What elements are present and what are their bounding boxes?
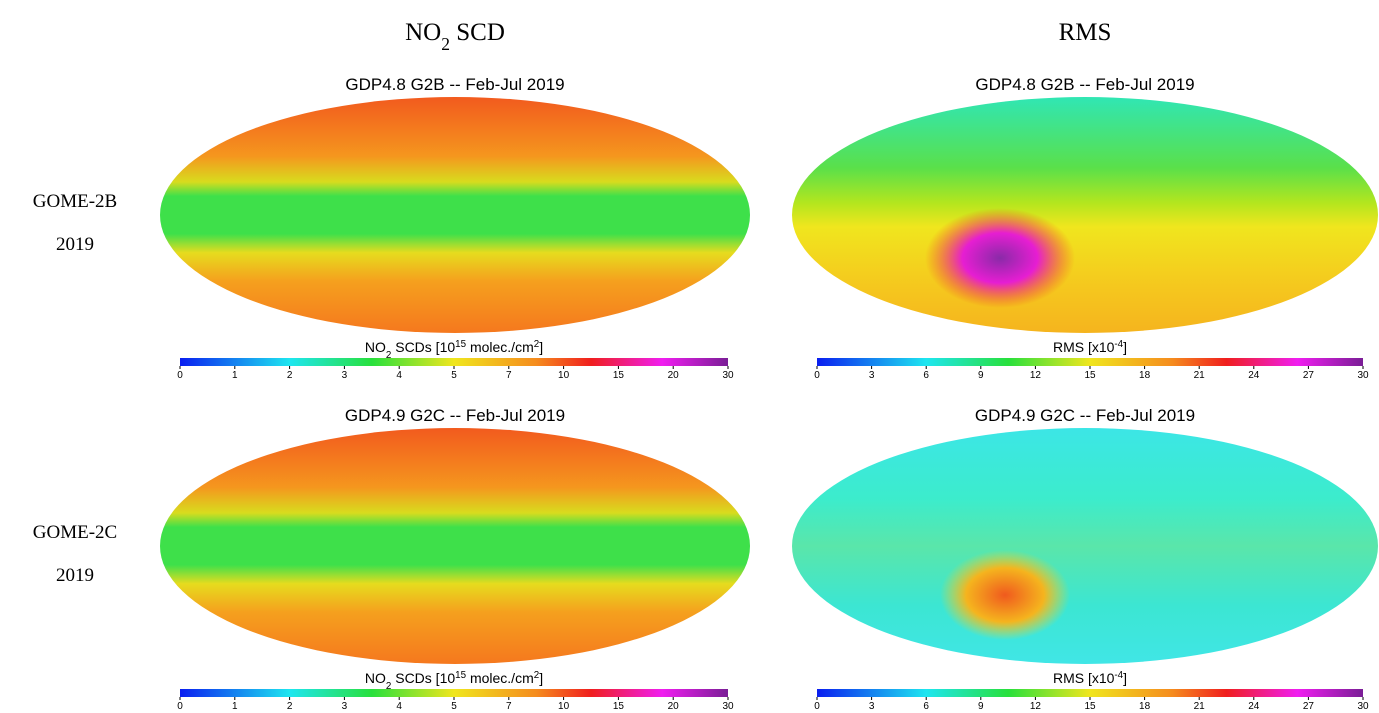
figure: NO2 SCDRMSGOME-2B2019GOME-2C2019GDP4.8 G…: [0, 0, 1379, 713]
colorbar-tick-label: 30: [1357, 701, 1369, 712]
colorbar-tick-label: 3: [869, 370, 875, 381]
colorbar-tick-label: 21: [1194, 701, 1206, 712]
colorbar-tick-label: 9: [978, 701, 984, 712]
row-year: 2019: [56, 565, 94, 586]
colorbar-tick-label: 15: [1084, 701, 1096, 712]
text-part: SCDs [10: [391, 670, 455, 686]
panel-title: GDP4.8 G2B -- Feb-Jul 2019: [975, 75, 1194, 94]
colorbar-tick-label: 5: [451, 370, 457, 381]
colorbar-tick-label: 1: [232, 701, 238, 712]
colorbar-tick-label: 24: [1248, 701, 1260, 712]
colorbar-tick-label: 3: [342, 370, 348, 381]
text-part: SCD: [450, 19, 505, 46]
colorbar-label: RMS [x10-4]: [1053, 339, 1127, 356]
colorbar-tick-label: 20: [668, 701, 680, 712]
column-title: NO2 SCD: [405, 19, 505, 54]
colorbar-tick-label: 5: [451, 701, 457, 712]
colorbar-tick-label: 4: [396, 701, 402, 712]
text-part: ]: [1123, 339, 1127, 355]
map-feature: [940, 550, 1070, 640]
text-part: molec./cm: [466, 339, 534, 355]
colorbar-tick-label: 4: [396, 370, 402, 381]
panel-title: GDP4.8 G2B -- Feb-Jul 2019: [345, 75, 564, 94]
row-year: 2019: [56, 234, 94, 255]
colorbar-tick-label: 6: [923, 370, 929, 381]
text-part: 15: [455, 670, 466, 681]
colorbar-tick-label: 21: [1194, 370, 1206, 381]
colorbar-tick-label: 30: [1357, 370, 1369, 381]
text-part: ]: [1123, 670, 1127, 686]
map: [160, 97, 750, 333]
colorbar-tick-label: 24: [1248, 370, 1260, 381]
text-part: 15: [455, 339, 466, 350]
colorbar-tick-label: 15: [1084, 370, 1096, 381]
colorbar-tick-label: 27: [1303, 370, 1315, 381]
panel-title: GDP4.9 G2C -- Feb-Jul 2019: [975, 406, 1195, 425]
colorbar-tick-label: 30: [722, 370, 734, 381]
colorbar-tick-label: 10: [558, 370, 570, 381]
colorbar-tick-label: 12: [1030, 370, 1042, 381]
text-part: NO: [365, 670, 386, 686]
colorbar-tick-label: 20: [668, 370, 680, 381]
colorbar-tick-label: 9: [978, 370, 984, 381]
row-label: GOME-2C: [33, 522, 117, 543]
text-part: NO: [365, 339, 386, 355]
colorbar: [817, 358, 1363, 366]
column-title: RMS: [1059, 19, 1112, 46]
colorbar-tick-label: 0: [814, 370, 820, 381]
panel-title: GDP4.9 G2C -- Feb-Jul 2019: [345, 406, 565, 425]
colorbar-tick-label: 0: [814, 701, 820, 712]
text-part: RMS [x10: [1053, 339, 1115, 355]
text-part: molec./cm: [466, 670, 534, 686]
colorbar: [180, 358, 728, 366]
colorbar-tick-label: 3: [342, 701, 348, 712]
colorbar-tick-label: 2: [287, 701, 293, 712]
colorbar-tick-label: 6: [923, 701, 929, 712]
colorbar: [180, 689, 728, 697]
colorbar-tick-label: 18: [1139, 370, 1151, 381]
colorbar-tick-label: 0: [177, 701, 183, 712]
colorbar-tick-label: 30: [722, 701, 734, 712]
text-part: 2: [441, 34, 450, 54]
colorbar-tick-label: 0: [177, 370, 183, 381]
text-part: RMS [x10: [1053, 670, 1115, 686]
colorbar-label: NO2 SCDs [1015 molec./cm2]: [365, 670, 543, 692]
colorbar-tick-label: 15: [613, 370, 625, 381]
colorbar-tick-label: 7: [506, 370, 512, 381]
map: [792, 97, 1378, 333]
colorbar-tick-label: 2: [287, 370, 293, 381]
colorbar-tick-label: 12: [1030, 701, 1042, 712]
text-part: ]: [539, 670, 543, 686]
map: [792, 428, 1378, 664]
colorbar-tick-label: 15: [613, 701, 625, 712]
text-part: RMS: [1059, 19, 1112, 46]
colorbar-tick-label: 7: [506, 701, 512, 712]
colorbar-tick-label: 10: [558, 701, 570, 712]
colorbar-tick-label: 27: [1303, 701, 1315, 712]
colorbar: [817, 689, 1363, 697]
text-part: ]: [539, 339, 543, 355]
colorbar-tick-label: 3: [869, 701, 875, 712]
text-part: NO: [405, 19, 441, 46]
colorbar-label: RMS [x10-4]: [1053, 670, 1127, 687]
row-label: GOME-2B: [33, 191, 117, 212]
map: [160, 428, 750, 664]
text-part: SCDs [10: [391, 339, 455, 355]
colorbar-tick-label: 18: [1139, 701, 1151, 712]
colorbar-tick-label: 1: [232, 370, 238, 381]
colorbar-label: NO2 SCDs [1015 molec./cm2]: [365, 339, 543, 361]
map-feature: [925, 208, 1075, 308]
